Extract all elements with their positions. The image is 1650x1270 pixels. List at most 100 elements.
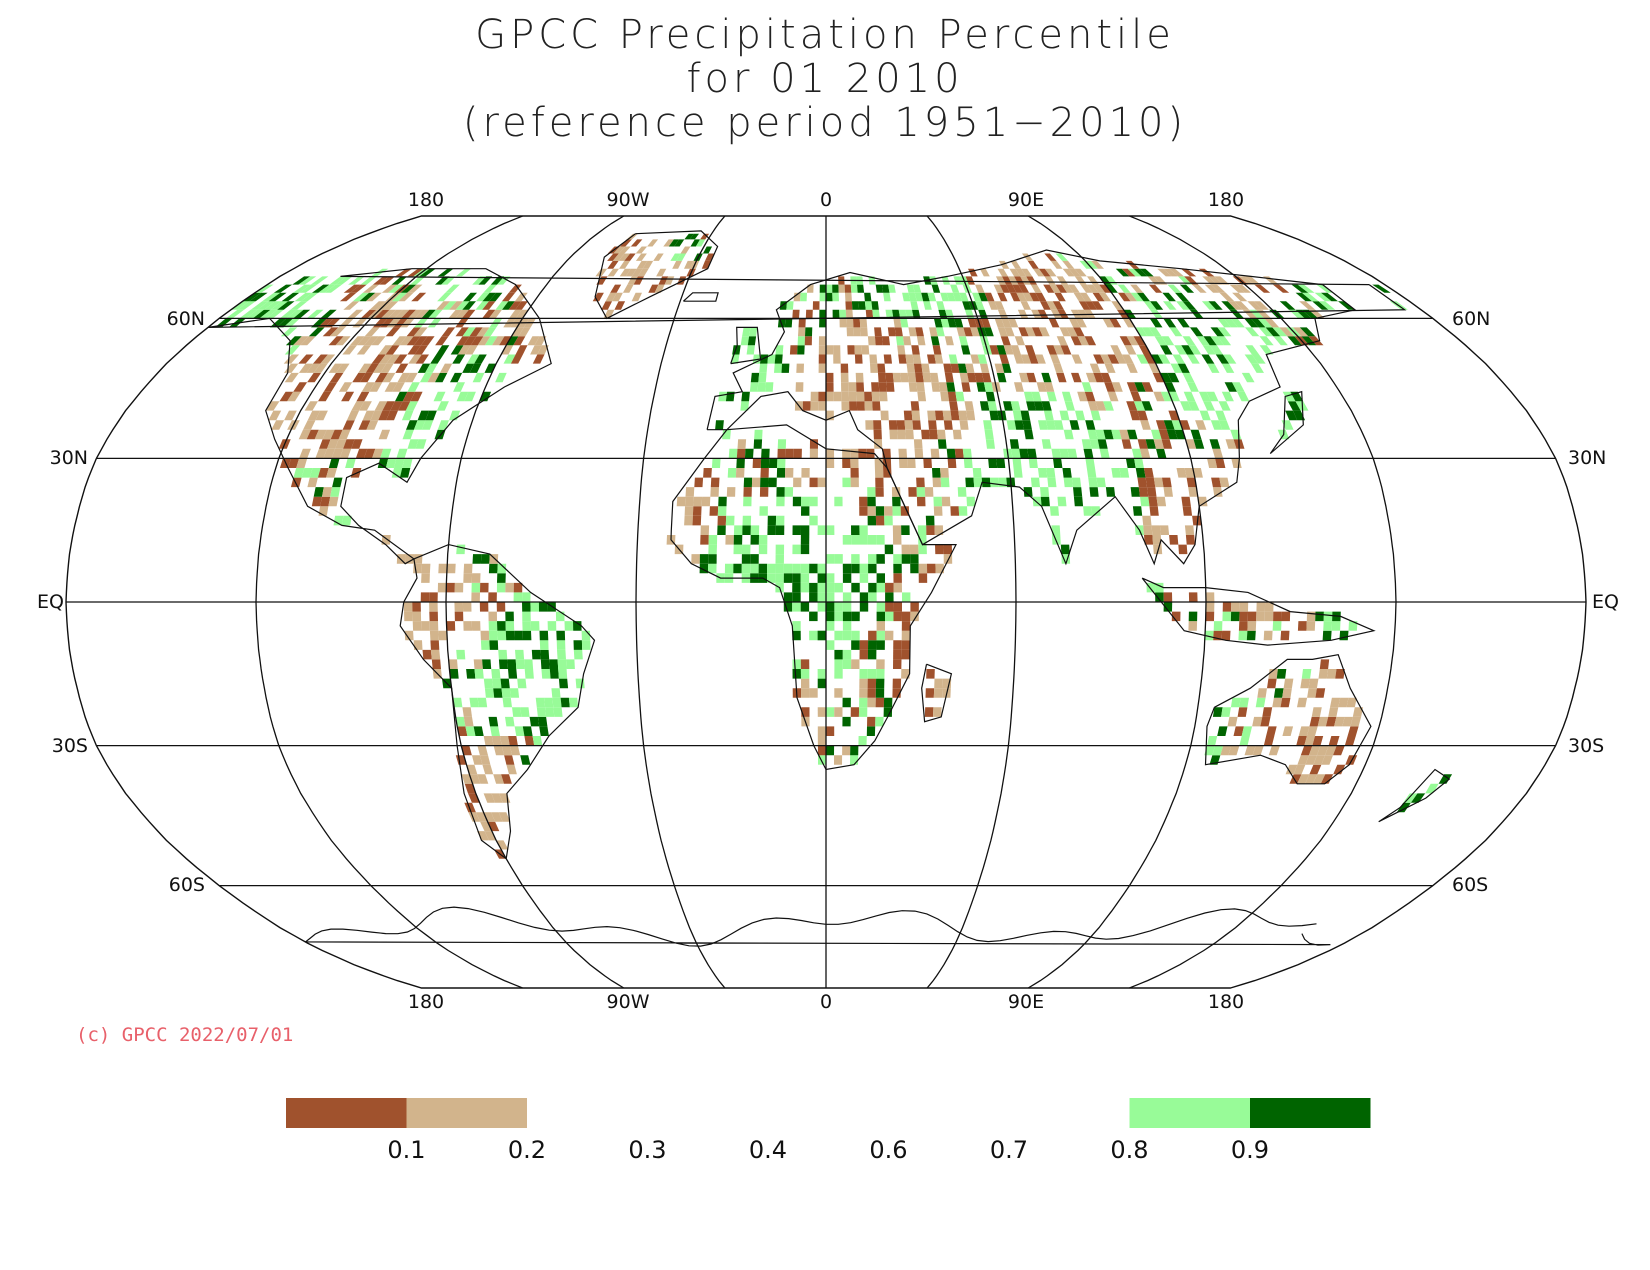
- precip-cell: [351, 401, 365, 411]
- precip-cell: [506, 764, 517, 775]
- precip-cell: [1197, 496, 1208, 507]
- precip-cell: [1314, 292, 1332, 302]
- precip-cell: [733, 563, 742, 574]
- precip-cell: [488, 563, 498, 574]
- precip-cell: [1055, 253, 1068, 261]
- precip-cell: [359, 292, 376, 302]
- precip-cell: [927, 563, 936, 574]
- precip-cell: [989, 477, 999, 488]
- precip-cell: [958, 506, 968, 516]
- precip-cell: [1012, 284, 1023, 293]
- precip-cell: [1260, 716, 1271, 727]
- precip-cell: [329, 327, 346, 337]
- precip-cell: [710, 477, 720, 488]
- precip-cell: [867, 678, 877, 689]
- precip-cell: [826, 284, 833, 293]
- precip-cell: [429, 621, 439, 631]
- precip-cell: [477, 697, 488, 708]
- precip-cell: [438, 563, 448, 574]
- precip-cell: [407, 268, 424, 277]
- precip-cell: [1320, 774, 1334, 784]
- precip-cell: [1020, 301, 1031, 310]
- precip-cell: [573, 640, 583, 650]
- precip-cell: [918, 573, 928, 583]
- precip-cell: [466, 354, 480, 364]
- precip-cell: [512, 707, 522, 717]
- precip-cell: [1315, 611, 1324, 622]
- precip-cell: [556, 640, 566, 650]
- precip-cell: [892, 372, 902, 383]
- precip-cell: [492, 678, 502, 689]
- precip-cell: [1212, 487, 1223, 497]
- precip-cell: [908, 292, 917, 302]
- precip-cell: [1045, 420, 1056, 430]
- precip-cell: [300, 336, 316, 346]
- precip-cell: [329, 276, 347, 285]
- precip-cell: [775, 563, 784, 574]
- precip-cell: [1189, 327, 1204, 337]
- precip-cell: [883, 468, 892, 478]
- precip-cell: [1156, 448, 1167, 459]
- precip-cell: [942, 410, 952, 421]
- precip-cell: [874, 327, 882, 337]
- precip-cell: [557, 659, 567, 669]
- precip-cell: [1049, 354, 1061, 364]
- precip-cell: [469, 327, 483, 337]
- precip-cell: [581, 630, 591, 641]
- legend: 0.1 0.2 0.3 0.4 0.6 0.7 0.8 0.9: [286, 1098, 1371, 1164]
- precip-cell: [1022, 292, 1034, 302]
- precip-cell: [1153, 544, 1163, 555]
- precip-cell: [374, 401, 388, 411]
- precip-cell: [1182, 506, 1193, 516]
- precip-cell: [498, 649, 508, 660]
- precip-cell: [898, 309, 907, 319]
- precip-cell: [775, 544, 785, 555]
- precip-cell: [465, 726, 476, 736]
- precip-cell: [400, 284, 417, 293]
- precip-cell: [1023, 487, 1033, 497]
- precip-cell: [996, 372, 1007, 383]
- precip-cell: [1135, 327, 1148, 337]
- precip-cell: [488, 309, 502, 319]
- precip-cell: [685, 487, 695, 497]
- precip-cell: [1046, 391, 1057, 402]
- precip-cell: [483, 812, 496, 822]
- precip-cell: [465, 345, 478, 355]
- precip-cell: [592, 292, 604, 302]
- precip-cell: [1217, 327, 1232, 337]
- precip-cell: [1038, 420, 1048, 430]
- precip-cell: [1100, 372, 1112, 383]
- precip-cell: [864, 391, 873, 402]
- precip-cell: [564, 621, 574, 631]
- precip-cell: [315, 448, 327, 459]
- precip-cell: [902, 292, 911, 302]
- precip-cell: [826, 458, 835, 468]
- precip-cell: [532, 736, 543, 746]
- precip-cell: [457, 345, 471, 355]
- precip-cell: [1232, 382, 1245, 392]
- precip-cell: [839, 318, 847, 328]
- precip-cell: [505, 621, 515, 631]
- precip-cell: [987, 401, 998, 411]
- precip-cell: [842, 592, 852, 602]
- precip-cell: [1166, 429, 1178, 440]
- precip-cell: [1085, 372, 1097, 383]
- precip-cell: [415, 354, 429, 364]
- precip-cell: [1295, 292, 1313, 302]
- precip-cell: [718, 391, 728, 402]
- precip-cell: [1264, 602, 1274, 612]
- precip-cell: [1217, 318, 1232, 328]
- precip-cell: [1273, 336, 1288, 346]
- precip-cell: [848, 382, 857, 392]
- precip-cell: [842, 716, 851, 727]
- precip-cell: [290, 301, 308, 310]
- precip-cell: [462, 602, 472, 612]
- precip-cell: [905, 309, 914, 319]
- precip-cell: [311, 496, 322, 507]
- precip-cell: [635, 246, 648, 254]
- precip-cell: [842, 458, 851, 468]
- precip-cell: [420, 336, 435, 346]
- precip-cell: [817, 602, 826, 612]
- precip-cell: [937, 439, 947, 449]
- precip-cell: [513, 592, 523, 602]
